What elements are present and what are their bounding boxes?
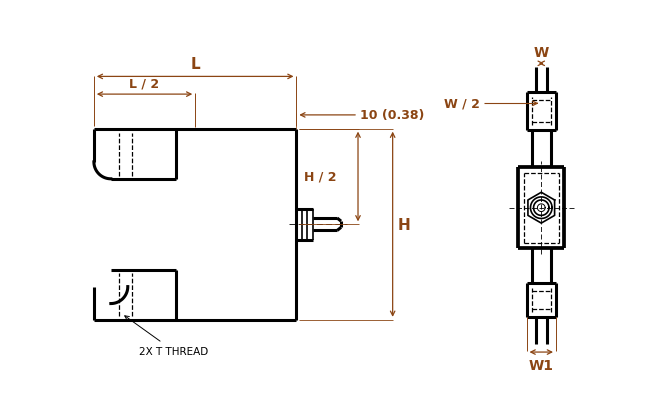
Text: W1: W1 [529, 358, 554, 372]
Text: H: H [397, 217, 410, 232]
Text: W / 2: W / 2 [444, 97, 479, 111]
Text: 2X T THREAD: 2X T THREAD [125, 316, 208, 356]
Text: 10 (0.38): 10 (0.38) [361, 109, 425, 122]
Text: L: L [191, 57, 200, 72]
Text: H / 2: H / 2 [304, 171, 337, 183]
Text: L / 2: L / 2 [129, 77, 159, 90]
Text: W: W [534, 45, 549, 59]
